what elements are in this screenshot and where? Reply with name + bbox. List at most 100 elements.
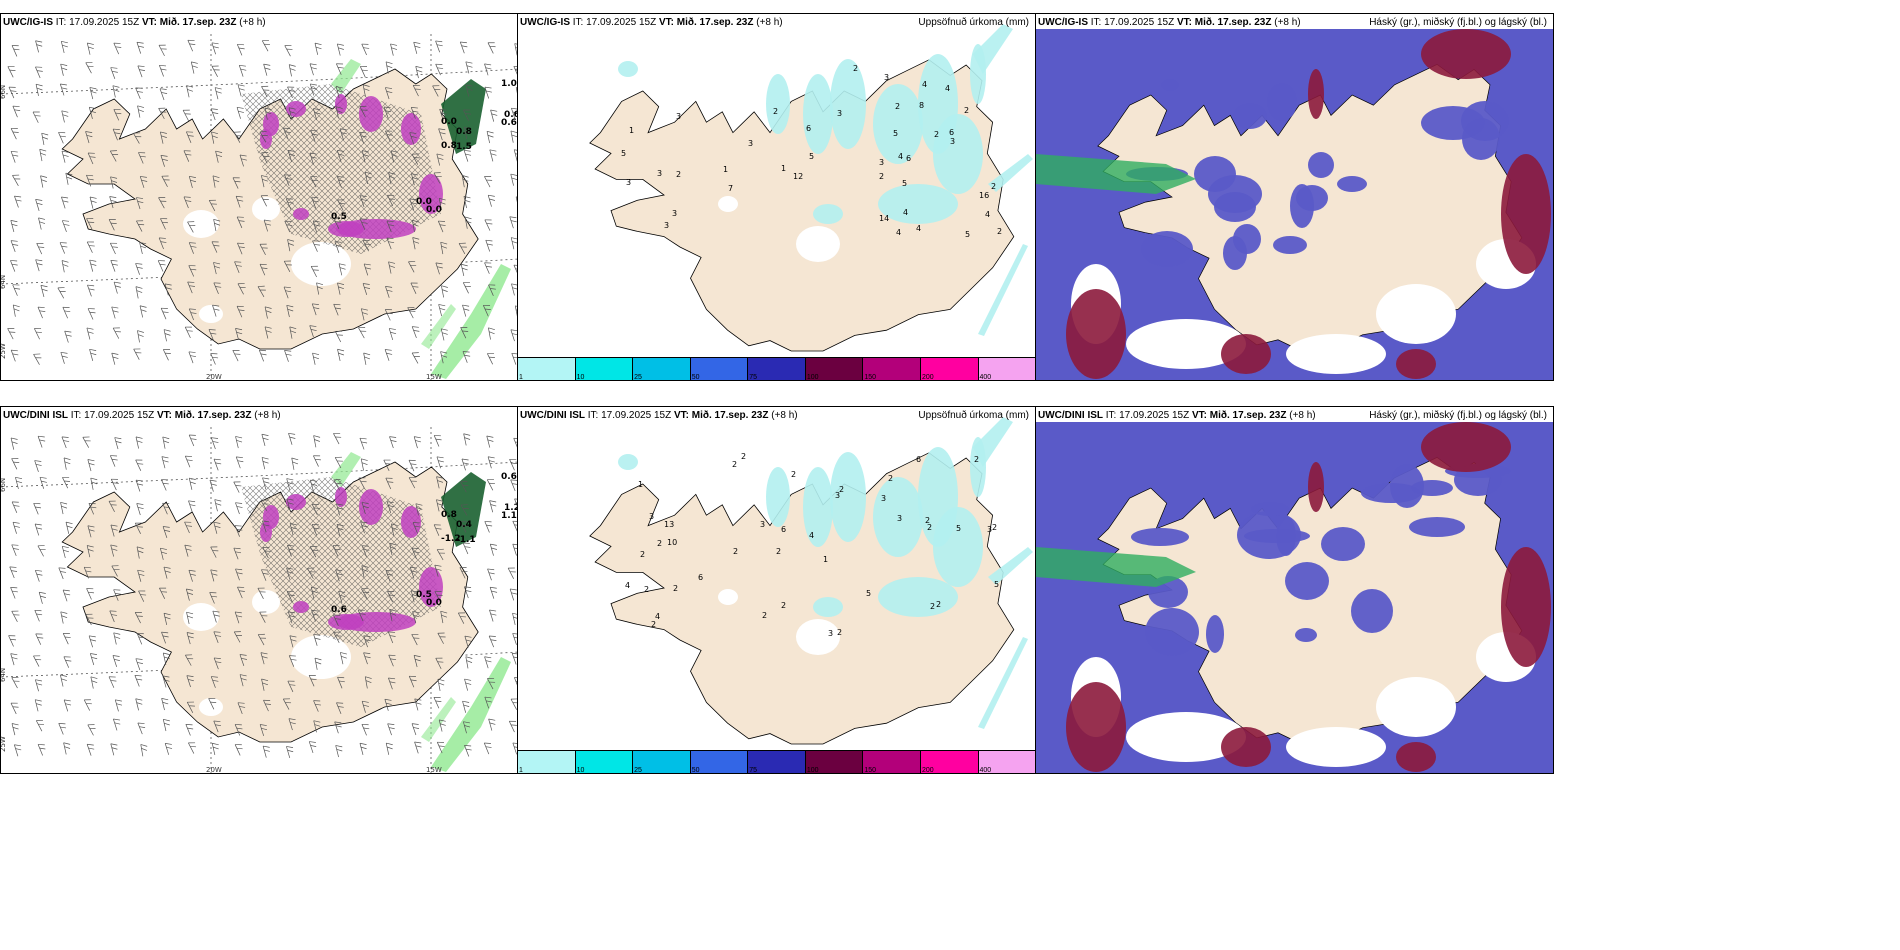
precip-value-label: 16	[979, 191, 989, 200]
wind-barb	[463, 126, 471, 140]
glacier	[183, 210, 219, 238]
wind-barb	[212, 304, 220, 317]
precip-value-label: 3	[672, 209, 677, 218]
wind-barb	[411, 173, 419, 186]
wind-barb	[209, 479, 217, 492]
wind-barb	[12, 174, 21, 187]
wind-barb	[512, 520, 517, 533]
wind-barb	[58, 567, 67, 580]
wind-barb	[291, 457, 299, 470]
wind-barb	[57, 287, 66, 299]
wind-barb	[483, 742, 492, 755]
wind-barb	[159, 88, 168, 101]
wind-barb	[163, 612, 171, 626]
wind-barb	[135, 459, 144, 471]
wind-barb	[288, 718, 296, 731]
wind-barb	[312, 220, 321, 233]
precip-value-label: 6	[698, 573, 703, 582]
lat-label-66n: 66N	[1, 478, 7, 492]
legend-swatch: 10	[575, 751, 634, 773]
wind-barb	[511, 652, 517, 665]
wind-barb	[412, 522, 421, 534]
wind-barb	[311, 303, 320, 316]
wind-barb	[135, 698, 143, 711]
wind-barb	[484, 656, 492, 669]
wind-barb	[436, 476, 444, 489]
wind-barb	[436, 548, 445, 561]
wind-barb	[283, 286, 292, 299]
wind-barb	[464, 678, 472, 691]
wind-barb	[61, 436, 70, 449]
clear-sky	[1376, 284, 1456, 344]
wind-barb	[213, 219, 221, 232]
wind-barb	[313, 455, 321, 467]
precip-value-label: 2	[657, 539, 662, 548]
wind-barb	[182, 109, 191, 122]
precip-value-label: 4	[916, 224, 921, 233]
wind-barb	[287, 680, 296, 693]
wind-barb	[384, 309, 393, 321]
wind-barb	[484, 696, 492, 709]
panel-title: UWC/IG-IS IT: 17.09.2025 15Z VT: Mið. 17…	[1038, 17, 1301, 28]
wind-barb	[264, 326, 272, 339]
wind-barb	[414, 698, 422, 711]
wind-barb	[237, 242, 245, 255]
wind-barb	[237, 586, 245, 599]
precip-value-label: 10	[667, 538, 677, 547]
wind-barb	[360, 521, 368, 534]
wind-barb	[10, 240, 19, 252]
precip-area	[813, 597, 843, 617]
precip-value-label: 14	[879, 214, 889, 223]
wind-barb	[111, 352, 119, 365]
precip-area	[873, 477, 923, 557]
wind-barb	[333, 217, 342, 229]
wind-barb	[90, 676, 98, 689]
wind-barb	[336, 503, 344, 516]
wind-barb	[308, 741, 317, 754]
wind-barb	[335, 745, 343, 758]
wind-barb	[260, 652, 268, 665]
wind-barb	[8, 86, 17, 99]
wind-barb	[86, 218, 95, 230]
wind-barb	[487, 353, 495, 365]
wind-barb	[64, 330, 72, 343]
wind-barb	[136, 197, 144, 210]
wind-barb	[11, 610, 20, 622]
cloud-high	[1221, 727, 1271, 767]
wind-barb	[34, 460, 42, 473]
precip-value-label: 2	[781, 601, 786, 610]
wind-barb	[113, 632, 121, 645]
wind-barb	[110, 67, 118, 79]
wind-barb	[239, 674, 247, 687]
precip-value-label: 2	[733, 547, 738, 556]
wind-barb	[287, 86, 295, 99]
cloud-patch	[1290, 184, 1314, 228]
wind-barb	[136, 503, 144, 516]
wind-barb	[363, 352, 371, 365]
wind-barb	[513, 65, 517, 78]
wind-barb	[138, 590, 147, 602]
wind-barb	[8, 635, 17, 647]
wind-barb	[512, 633, 517, 645]
wind-value-label: 1.5	[456, 142, 472, 152]
panel-title: UWC/IG-IS IT: 17.09.2025 15Z VT: Mið. 17…	[3, 17, 266, 28]
wind-barb	[312, 352, 320, 365]
wind-barb	[10, 653, 18, 666]
wind-barb	[109, 150, 119, 162]
wind-barb	[432, 85, 441, 97]
wind-barb	[14, 195, 22, 208]
parallel-line	[1, 651, 517, 678]
wind-barb	[510, 329, 517, 342]
wind-value-label: 0.0	[441, 117, 457, 127]
clear-sky	[1376, 677, 1456, 737]
wind-barb	[283, 260, 292, 272]
wind-barb	[136, 632, 145, 645]
wind-barb	[65, 172, 73, 185]
wind-barb	[462, 351, 471, 363]
precip-value-label: 2	[992, 523, 997, 532]
wind-barb	[10, 437, 18, 450]
wind-barb	[388, 261, 396, 274]
precip-value-label: 2	[651, 620, 656, 629]
wind-barb	[288, 64, 296, 77]
